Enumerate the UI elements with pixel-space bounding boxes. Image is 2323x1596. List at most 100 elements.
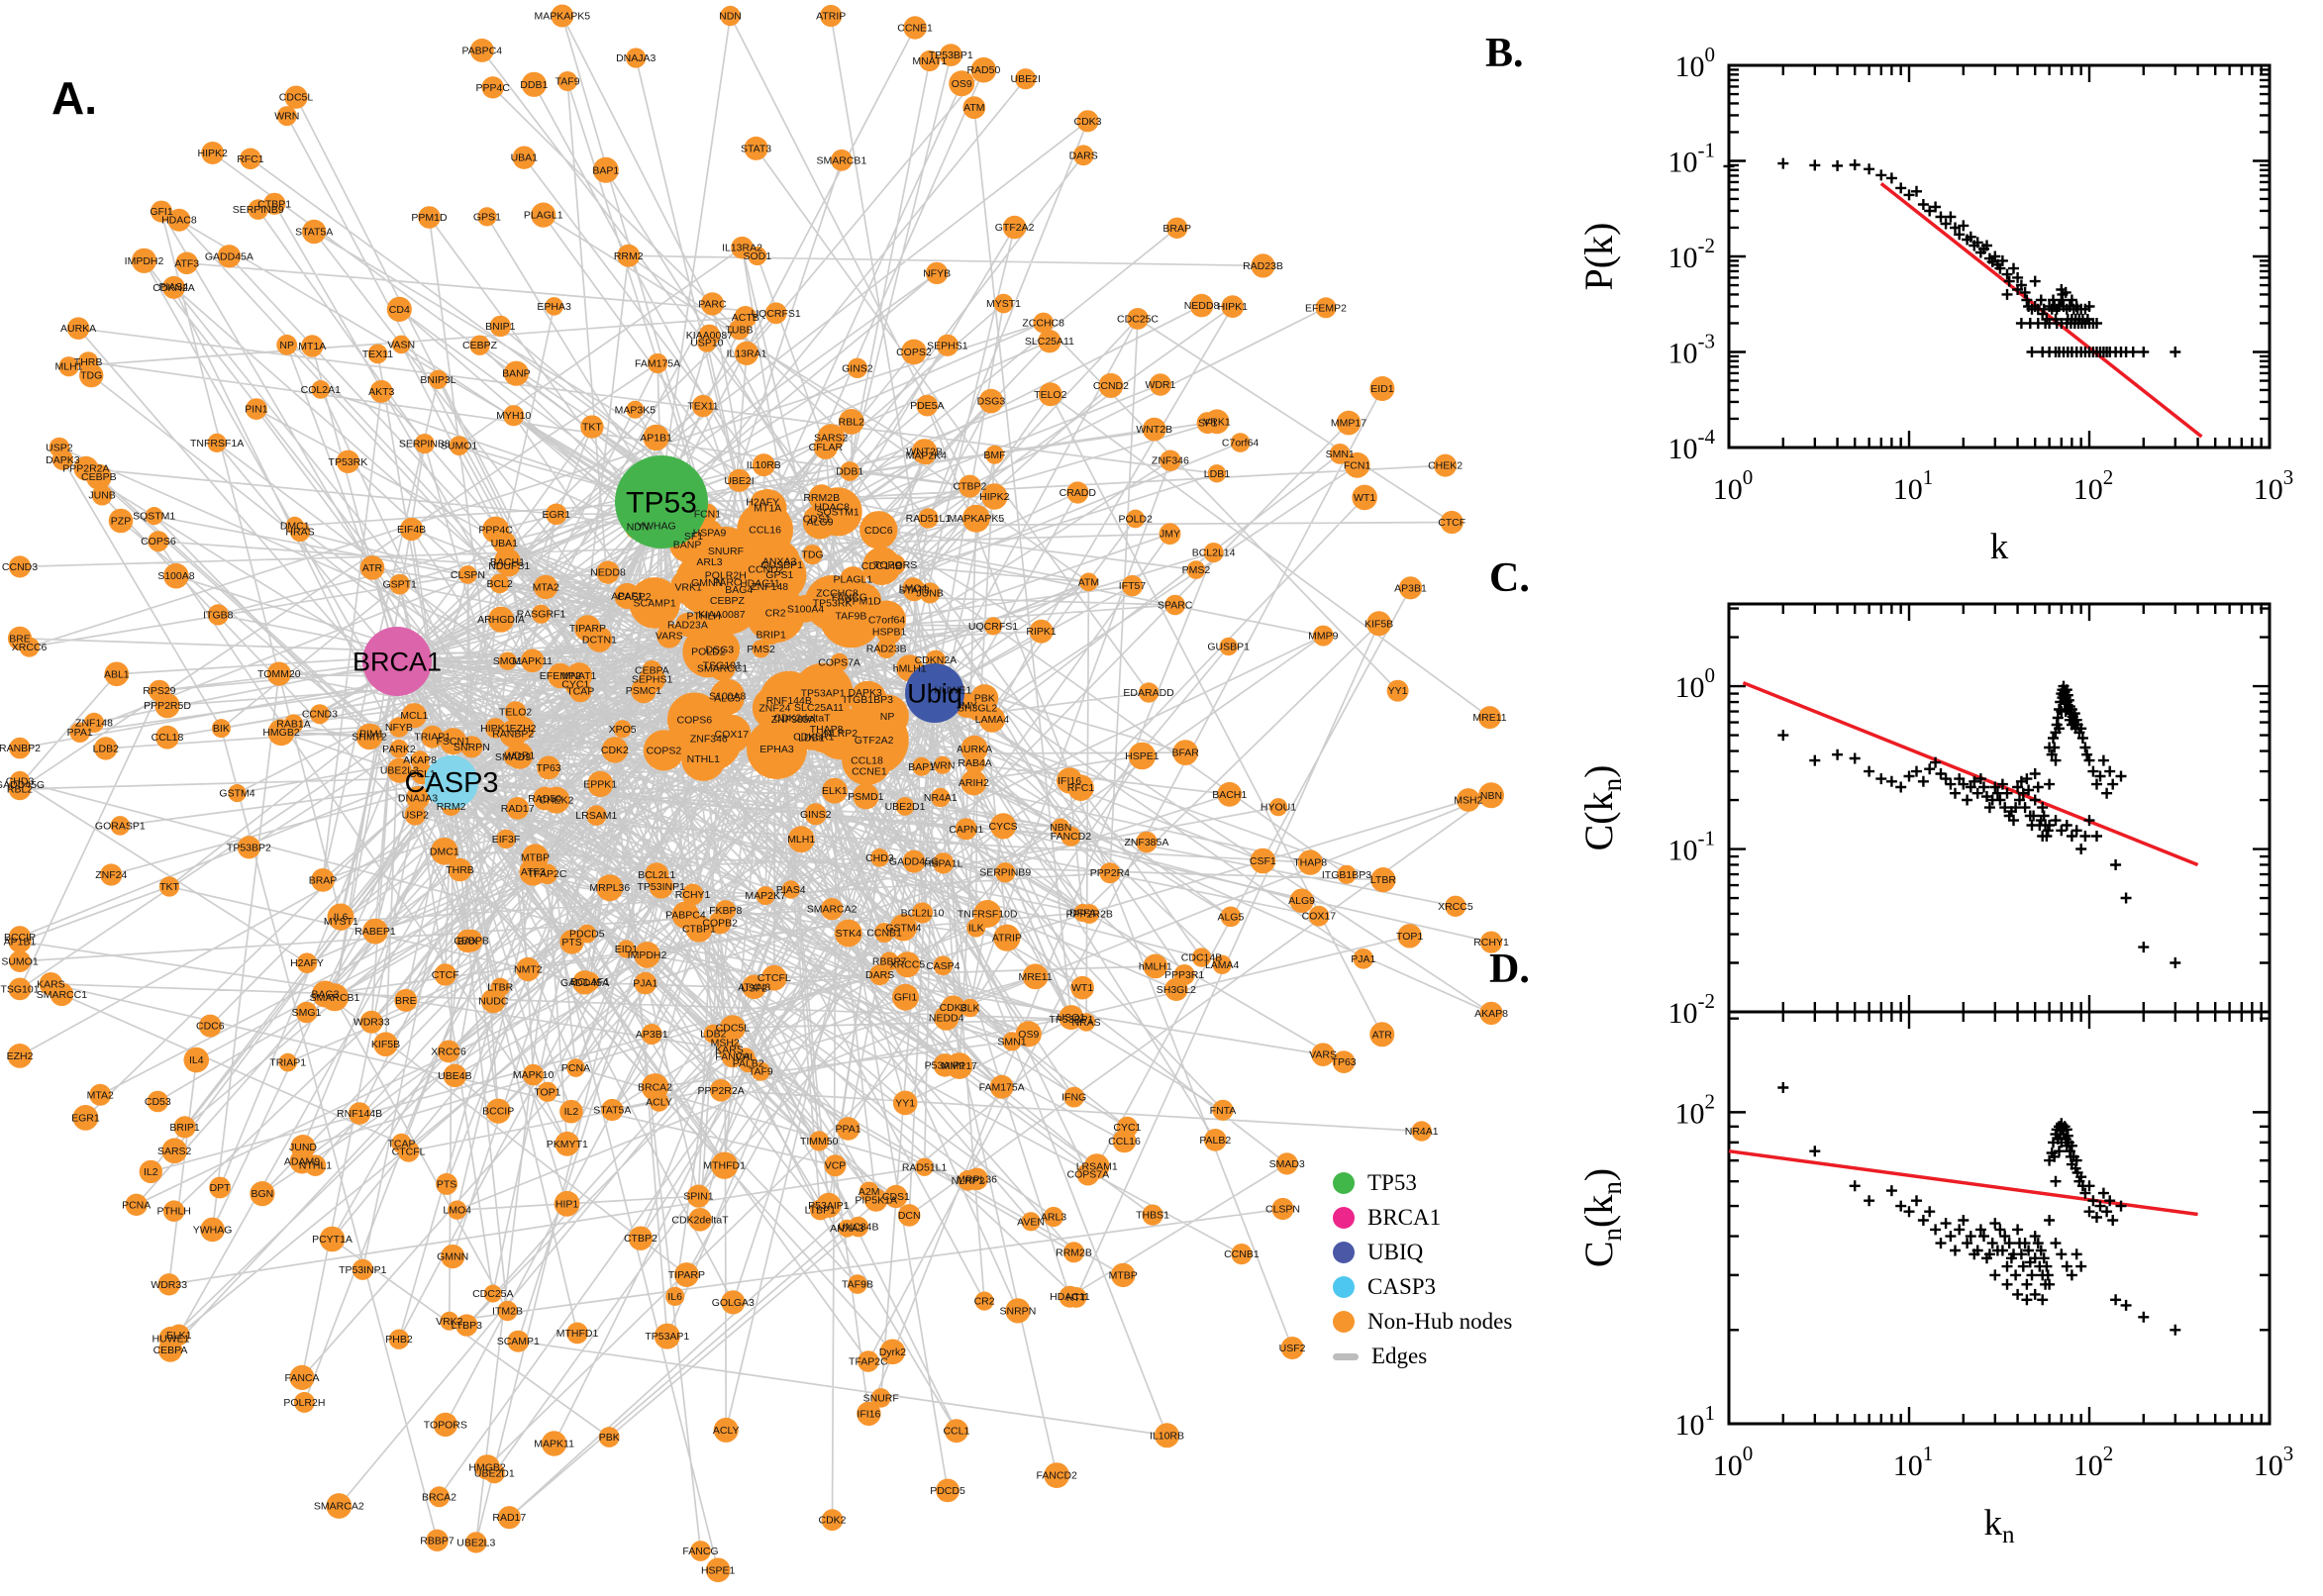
network-node-label: EID1 (615, 944, 639, 955)
network-node-label: TFAP2C (849, 1356, 888, 1368)
network-node-label: GMNN (691, 577, 723, 589)
network-node-label: COPB2 (702, 917, 738, 929)
hub-node-brca1 (362, 627, 432, 696)
network-node-label: LMO4 (899, 583, 928, 595)
network-node-label: HRAS (285, 526, 314, 538)
network-node-label: SQSTM1 (817, 506, 859, 518)
network-node-label: VARS (1309, 1049, 1337, 1061)
network-node-label: OS9 (952, 78, 972, 90)
network-node-label: MMP17 (942, 1060, 977, 1072)
network-node-label: SLC25A11 (1025, 336, 1074, 348)
network-node-label: S100A8 (709, 691, 747, 703)
network-node (449, 436, 469, 455)
network-node (503, 360, 529, 386)
network-node-label: TOMM20 (257, 668, 301, 680)
network-node-label: TP53BP1 (1050, 1014, 1094, 1026)
network-node (958, 474, 981, 498)
network-node (1015, 68, 1037, 90)
network-node (1155, 1423, 1179, 1448)
network-node (1002, 215, 1027, 240)
network-node (981, 483, 1008, 510)
network-node (1159, 523, 1181, 546)
network-node-label: YY1 (895, 1097, 915, 1109)
network-node-label: MMP9 (1308, 631, 1338, 643)
network-node-label: GUSBP1 (760, 559, 803, 571)
network-node-label: FAM175A (979, 1081, 1025, 1093)
network-node-label: ABL1 (104, 668, 130, 680)
network-node-label: ITGB8 (203, 609, 234, 621)
network-node-label: MAPKAPK5 (949, 513, 1005, 525)
network-node-label: CDC14B (1181, 952, 1222, 964)
network-node-label: HIPK2 (198, 148, 229, 159)
network-node (8, 555, 32, 578)
network-node (970, 56, 997, 83)
network-node-label: THBS1 (1136, 1210, 1169, 1222)
network-node (503, 748, 523, 766)
network-node (1434, 453, 1458, 477)
network-node-label: S100A8 (157, 570, 195, 582)
network-node-label: PIP5K1A (855, 1195, 897, 1207)
network-node (654, 1323, 680, 1349)
network-node-label: CSF1 (1250, 855, 1276, 867)
network-node-label: MYST1 (986, 298, 1021, 310)
network-node-label: BNIP1 (485, 321, 516, 333)
network-node (1397, 924, 1422, 948)
network-node-label: POLD2 (691, 647, 726, 658)
network-node-label: PARC (713, 577, 742, 589)
network-node (8, 977, 32, 1001)
network-node-label: IFNG (1061, 1092, 1086, 1104)
network-node (965, 1167, 988, 1191)
network-node (410, 750, 430, 770)
network-node (477, 207, 497, 227)
network-node (147, 1090, 169, 1113)
network-node (148, 679, 170, 702)
network-node (804, 803, 827, 826)
network-node-label: RRM2B (1056, 1247, 1092, 1258)
network-node-label: SMN1 (1326, 449, 1355, 460)
network-node (198, 1014, 222, 1038)
network-node-label: ALG9 (807, 517, 834, 529)
network-node (1369, 376, 1395, 401)
network-node (960, 769, 987, 796)
hub-node-ubiq (905, 663, 964, 723)
network-node (884, 1184, 908, 1209)
network-node-label: hMLH1 (893, 662, 927, 674)
network-node-label: RAD23A (667, 619, 708, 631)
network-node (838, 1219, 857, 1238)
network-node (1172, 740, 1199, 765)
network-node-label: AURKA (957, 744, 992, 755)
network-node-label: EPHA3 (759, 744, 794, 755)
network-node-label: MAPKAPK5 (534, 11, 590, 23)
network-node (1063, 1086, 1085, 1108)
network-node (728, 578, 751, 601)
network-node-label: MLH1 (54, 361, 82, 373)
network-node-label: IFI16 (857, 1408, 880, 1420)
network-node (809, 697, 829, 718)
network-node (429, 1486, 450, 1508)
network-node (91, 484, 113, 506)
network-node (104, 661, 130, 687)
network-node (1411, 1121, 1432, 1142)
network-node-label: MAPK10 (513, 1069, 555, 1081)
network-node-label: SH3GL2 (958, 703, 997, 715)
network-node (433, 1412, 457, 1438)
network-node-label: NEDD4 (929, 1013, 964, 1025)
network-node-label: ZNF346 (1152, 455, 1189, 467)
network-node-label: RBBP7 (872, 956, 907, 968)
network-node (506, 797, 530, 820)
network-node (148, 531, 169, 552)
network-node-label: LDB2 (93, 743, 119, 754)
network-node-label: ATF3 (174, 257, 199, 269)
network-node-label: TUBB (725, 324, 753, 336)
network-node-label: FANCD2 (1036, 1470, 1077, 1482)
network-node-label: PHB2 (385, 1334, 413, 1346)
network-node-label: COPS2 (647, 745, 682, 756)
network-node-label: AKT3 (368, 386, 394, 398)
network-node-label: TP53RK (813, 598, 853, 610)
network-node-label: ATRIP (816, 11, 846, 23)
network-node-label: SOD1 (744, 250, 772, 262)
network-node-label: IL6 (334, 912, 349, 924)
network-node-label: PARK2 (382, 744, 416, 755)
network-node-label: RNF144B (337, 1108, 382, 1120)
network-node-label: TFAP2C (528, 868, 567, 880)
